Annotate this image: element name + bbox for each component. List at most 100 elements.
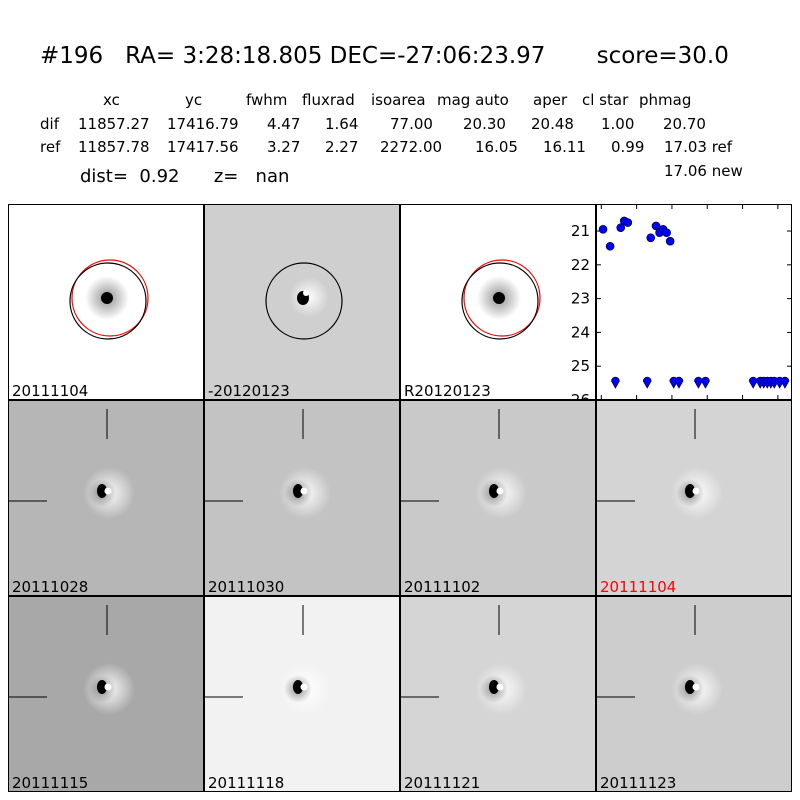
stamp-panel-new[interactable]: 20111104 [8, 204, 204, 400]
stamp-date-label: 20111123 [600, 774, 677, 792]
stamp-image [597, 409, 723, 519]
y-tick-label: 23 [571, 290, 590, 308]
data-point [598, 225, 608, 234]
col-isoarea: isoarea [371, 91, 426, 109]
stamp-image [9, 409, 135, 519]
light-curve-svg: 212223242526020406080100 [571, 204, 792, 420]
source-core [493, 292, 505, 304]
residual-dark [685, 484, 695, 498]
residual-dark [97, 680, 107, 694]
table-cell: 11857.78 [78, 138, 150, 156]
stamp-panel-ref[interactable]: R20120123 [400, 204, 596, 400]
stamp-date-label: 20111115 [12, 774, 89, 792]
y-tick-label: 24 [571, 323, 590, 341]
stamp-panel-epoch[interactable]: 20111030 [204, 400, 400, 596]
stamp-image [205, 409, 331, 519]
page-title: #196 RA= 3:28:18.805 DEC=-27:06:23.97 sc… [40, 43, 729, 69]
data-point [623, 218, 633, 227]
phmag-new: 17.06 new [664, 162, 743, 180]
z-value: nan [255, 166, 290, 187]
stamp-panel-epoch[interactable]: 20111104 [596, 400, 792, 596]
residual-spot [692, 487, 700, 495]
upper-limit-marker [642, 376, 652, 389]
ref-aperture-circle [71, 259, 149, 337]
table-cell: 20.48 [531, 115, 574, 133]
residual-dark [293, 484, 303, 498]
data-point [616, 223, 626, 232]
aperture-circle [69, 262, 147, 340]
table-cell: 11857.27 [78, 115, 150, 133]
residual-spot [104, 487, 112, 495]
residual-spot [692, 683, 700, 691]
y-tick-label: 21 [571, 222, 590, 240]
table-cell: 16.11 [543, 138, 586, 156]
upper-limit-marker [701, 376, 710, 389]
data-point [665, 236, 675, 246]
stamp-panel-epoch[interactable]: 20111115 [8, 596, 204, 792]
table-cell: 0.99 [611, 138, 645, 156]
col-phmag: phmag [639, 91, 692, 109]
stamp-date-label: 20111118 [208, 774, 285, 792]
residual-spot [300, 487, 308, 495]
row-label-dif: dif [40, 115, 59, 133]
table-cell: 2272.00 [380, 138, 443, 156]
col-fwhm: fwhm [246, 91, 288, 109]
info-line: dist= 0.92 z= nan [80, 165, 289, 189]
table-cell: 4.47 [267, 115, 301, 133]
data-point [651, 221, 661, 231]
residual-dark [293, 680, 303, 694]
data-point [662, 228, 671, 238]
data-point [605, 241, 615, 251]
stamp-date-label: -20120123 [208, 382, 290, 400]
stamp-date-label: R20120123 [404, 382, 491, 400]
upper-limit-marker [674, 376, 684, 389]
stamp-panel-epoch[interactable]: 20111123 [596, 596, 792, 792]
stamp-date-label: 20111121 [404, 774, 481, 792]
upper-limit-marker [611, 376, 620, 389]
table-cell: 17416.79 [167, 115, 239, 133]
table-cell: 1.64 [325, 115, 359, 133]
residual-dark [489, 680, 499, 694]
stamp-date-label: 20111102 [404, 578, 481, 596]
residual-spot [104, 683, 112, 691]
stamp-date-label: 20111104 [12, 382, 89, 400]
stamp-image [597, 605, 723, 715]
residual-dark [489, 484, 499, 498]
ref-aperture-circle [463, 259, 541, 337]
stamp-panel-epoch[interactable]: 20111028 [8, 400, 204, 596]
col-xc: xc [103, 91, 120, 109]
table-cell: 1.00 [601, 115, 635, 133]
data-point [646, 233, 656, 243]
table-cell: 77.00 [390, 115, 433, 133]
residual-dark [685, 680, 695, 694]
stamp-image [461, 259, 541, 340]
table-cell: 2.27 [325, 138, 359, 156]
stamp-date-label: 20111028 [12, 578, 89, 596]
table-cell: 17.03 ref [664, 138, 733, 156]
residual-spot [300, 683, 308, 691]
stamp-image [401, 409, 527, 519]
y-tick-label: 25 [571, 357, 590, 375]
table-cell: 17417.56 [167, 138, 239, 156]
y-tick-label: 22 [571, 256, 590, 274]
stamp-image [401, 605, 527, 715]
stamp-date-label: 20111104 [600, 578, 677, 596]
residual-dark [97, 484, 107, 498]
residual-spot [496, 487, 504, 495]
stamp-panel-epoch[interactable]: 20111121 [400, 596, 596, 792]
dist-label: dist= [80, 166, 128, 187]
source-core [101, 292, 113, 304]
dist-value: 0.92 [139, 166, 180, 187]
stamp-image [9, 605, 135, 715]
upper-limit-marker [780, 376, 790, 389]
table-cell: 20.30 [463, 115, 506, 133]
z-label: z= [213, 166, 239, 187]
stamp-panel-diff[interactable]: -20120123 [204, 204, 400, 400]
residual-spot [303, 290, 309, 296]
table-cell: 3.27 [267, 138, 301, 156]
residual-spot [496, 683, 504, 691]
stamp-panel-epoch[interactable]: 20111102 [400, 400, 596, 596]
col-aper: aper [533, 91, 568, 109]
stamp-image [265, 262, 343, 340]
stamp-panel-epoch[interactable]: 20111118 [204, 596, 400, 792]
